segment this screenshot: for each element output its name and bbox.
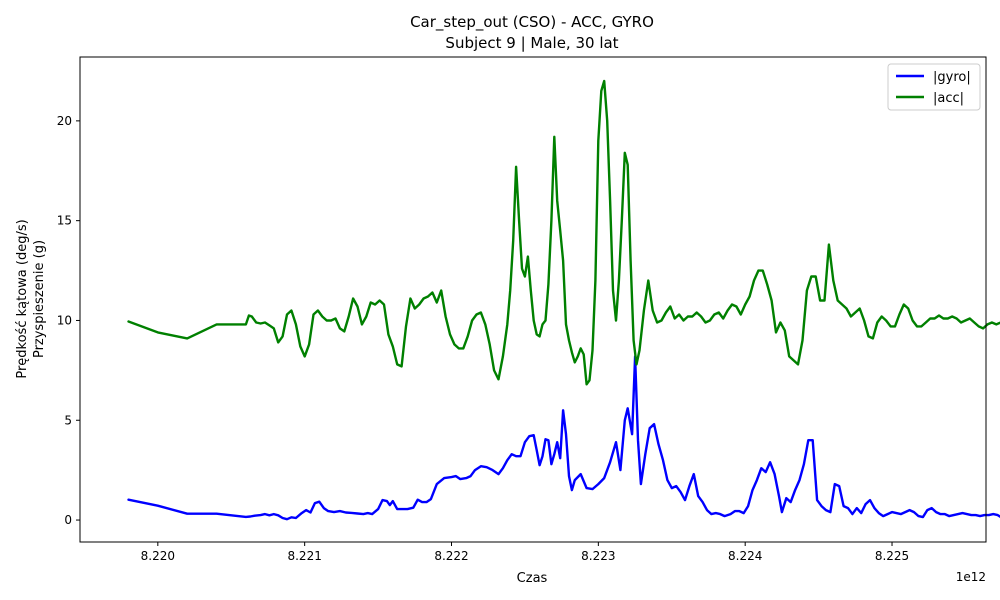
y-tick-label: 5 bbox=[64, 413, 72, 427]
x-tick-label: 8.220 bbox=[141, 549, 175, 563]
x-tick-label: 8.223 bbox=[581, 549, 615, 563]
legend: |gyro| |acc| bbox=[887, 63, 981, 111]
x-tick-label: 8.221 bbox=[287, 549, 321, 563]
y-axis-ticks: 0 5 10 15 20 bbox=[57, 114, 80, 527]
series-line-acc bbox=[127, 79, 1000, 386]
x-axis-label: Czas bbox=[517, 571, 548, 586]
x-tick-label: 8.224 bbox=[728, 549, 762, 563]
plot-area bbox=[79, 56, 1000, 543]
y-axis-label-line1: Prędkość kątowa (deg/s) bbox=[15, 219, 30, 378]
y-tick-label: 15 bbox=[57, 214, 72, 228]
legend-label-acc: |acc| bbox=[933, 91, 964, 106]
chart-title: Car_step_out (CSO) - ACC, GYRO bbox=[410, 13, 654, 32]
x-tick-label: 8.225 bbox=[875, 549, 909, 563]
x-offset-label: 1e12 bbox=[956, 570, 986, 584]
y-tick-label: 10 bbox=[57, 313, 72, 327]
y-axis-label-line2: Przyspieszenie (g) bbox=[32, 240, 47, 358]
axes-frame bbox=[79, 56, 987, 543]
series-line-gyro bbox=[127, 355, 1000, 521]
chart-subtitle: Subject 9 | Male, 30 lat bbox=[445, 34, 618, 52]
x-tick-label: 8.222 bbox=[434, 549, 468, 563]
x-axis-ticks: 8.220 8.221 8.222 8.223 8.224 8.225 bbox=[141, 542, 909, 563]
legend-label-gyro: |gyro| bbox=[933, 70, 971, 85]
series-layer bbox=[127, 79, 1000, 521]
y-tick-label: 20 bbox=[57, 114, 72, 128]
y-tick-label: 0 bbox=[64, 513, 72, 527]
